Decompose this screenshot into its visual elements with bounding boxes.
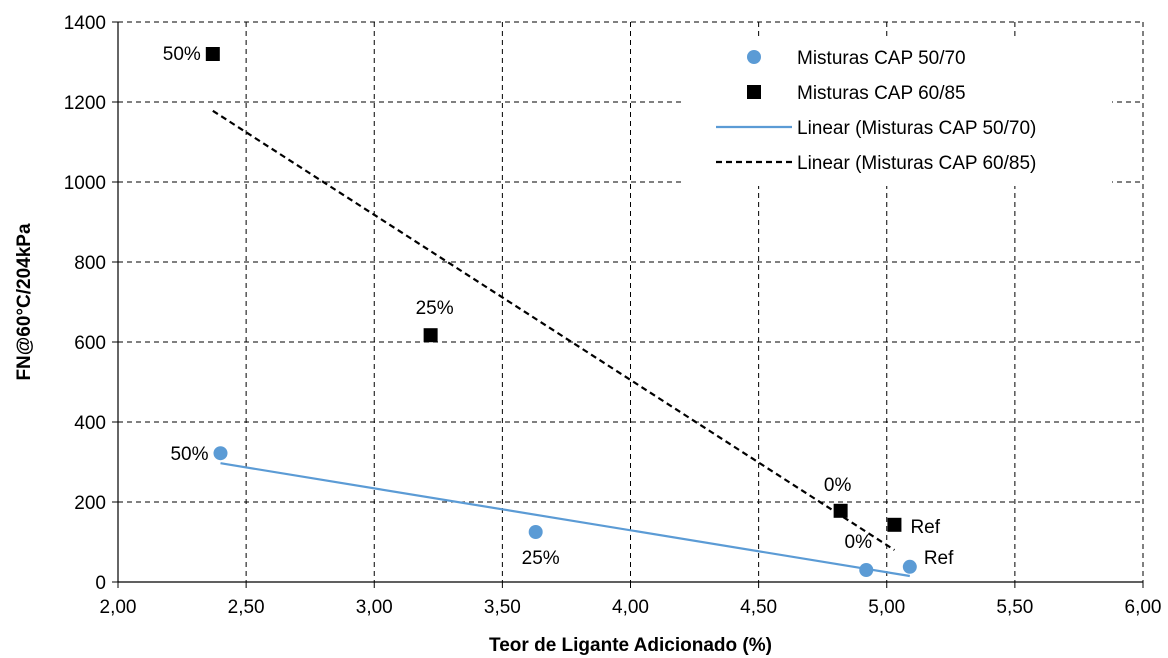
x-tick-label: 3,50 (484, 597, 521, 618)
trendline-1 (220, 462, 910, 578)
legend-marker (747, 50, 761, 64)
data-point-series-1 (859, 563, 874, 577)
x-tick-label: 2,00 (100, 597, 137, 618)
data-label: 0% (845, 532, 873, 553)
legend-label: Misturas CAP 60/85 (797, 83, 966, 104)
y-axis-title: FN@60°C/204kPa (14, 223, 35, 381)
point-labels: 50% 25% 0% Ref 50% 25% 0% Ref (163, 44, 954, 569)
y-tick-label: 400 (74, 413, 106, 434)
y-tick-label: 1400 (64, 13, 106, 34)
data-label: Ref (924, 548, 954, 569)
data-point-series-2 (833, 503, 848, 518)
x-tick-label: 4,50 (740, 597, 777, 618)
x-tick-label: 2,50 (228, 597, 265, 618)
tick-labels: 2,00 2,50 3,00 3,50 4,00 4,50 5,00 5,50 6,00 0 200… (64, 13, 1162, 618)
y-tick-label: 1200 (64, 93, 106, 114)
x-tick-label: 4,00 (612, 597, 649, 618)
x-tick-label: 6,00 (1125, 597, 1162, 618)
data-label: 25% (416, 298, 454, 319)
trendlines (212, 109, 910, 578)
legend-label: Linear (Misturas CAP 60/85) (797, 153, 1036, 174)
trendline-2 (212, 109, 896, 551)
x-tick-label: 5,00 (868, 597, 905, 618)
data-label: 50% (163, 44, 201, 65)
y-tick-label: 0 (95, 573, 106, 594)
axes (112, 21, 1144, 588)
data-point-series-2 (205, 47, 220, 61)
data-label: Ref (910, 517, 940, 538)
legend-marker (747, 85, 761, 99)
x-tick-label: 3,00 (356, 597, 393, 618)
y-tick-label: 1000 (64, 173, 106, 194)
data-point-series-2 (887, 517, 902, 532)
legend-label: Misturas CAP 50/70 (797, 48, 966, 69)
data-points (205, 47, 917, 577)
legend-label: Linear (Misturas CAP 50/70) (797, 118, 1036, 139)
data-label: 25% (522, 548, 560, 569)
data-label: 50% (170, 444, 208, 465)
y-tick-label: 600 (74, 333, 106, 354)
x-axis-title: Teor de Ligante Adicionado (%) (489, 635, 772, 656)
y-tick-label: 800 (74, 253, 106, 274)
data-point-series-1 (902, 559, 917, 574)
y-tick-label: 200 (74, 493, 106, 514)
legend: Misturas CAP 50/70 Misturas CAP 60/85 Line… (684, 36, 1112, 186)
data-label: 0% (824, 475, 852, 496)
data-point-series-2 (423, 328, 438, 343)
data-point-series-1 (528, 525, 543, 539)
x-tick-label: 5,50 (996, 597, 1033, 618)
data-point-series-1 (213, 446, 228, 461)
